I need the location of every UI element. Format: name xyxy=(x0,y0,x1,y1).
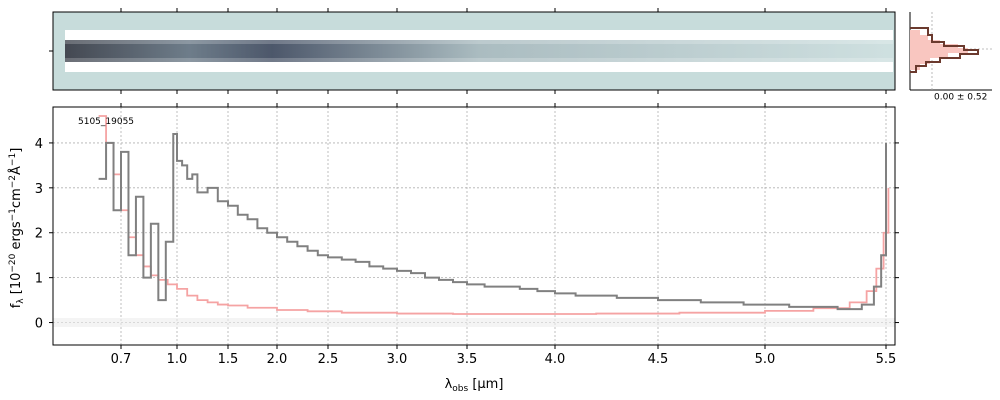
object-label: 5105_19055 xyxy=(78,117,134,127)
spectrum-2d-panel xyxy=(49,8,896,94)
x-tick-labels: 0.7 1.0 1.5 2.0 2.5 3.0 3.5 4.0 4.5 5.0 5.5 xyxy=(111,352,897,367)
profile-panel: 0.00 ± 0.52 xyxy=(909,12,992,103)
spectrum-2d-ticks xyxy=(49,8,887,94)
x-tick-label: 2.5 xyxy=(318,352,339,367)
x-tick-label: 1.5 xyxy=(218,352,239,367)
y-tick-labels: 0 1 2 3 4 xyxy=(35,137,43,332)
x-tick-label: 3.5 xyxy=(457,352,478,367)
main-ticks xyxy=(49,103,899,349)
x-tick-label: 0.7 xyxy=(111,352,132,367)
x-tick-label: 4.5 xyxy=(648,352,669,367)
x-tick-label: 1.0 xyxy=(167,352,188,367)
spectrum-1d-plot: 0.7 1.0 1.5 2.0 2.5 3.0 3.5 4.0 4.5 5.0 5.5 01234 … xyxy=(35,103,899,367)
y-tick-label: 4 xyxy=(35,137,43,152)
x-tick-label: 2.0 xyxy=(267,352,288,367)
x-tick-label: 4.0 xyxy=(545,352,566,367)
x-tick-label: 3.0 xyxy=(387,352,408,367)
series-line xyxy=(98,132,887,311)
y-tick-label: 0 xyxy=(35,317,43,332)
y-tick-label: 1 xyxy=(35,272,43,287)
series-layer xyxy=(98,115,890,315)
y-tick-label: 2 xyxy=(35,227,43,242)
y-axis-title: fλ [10−20 ergs−1cm−2Å−1] xyxy=(8,148,26,309)
series-line xyxy=(98,115,890,315)
x-tick-label: 5.5 xyxy=(876,352,897,367)
x-tick-label: 5.0 xyxy=(755,352,776,367)
y-tick-label: 3 xyxy=(35,182,43,197)
profile-label: 0.00 ± 0.52 xyxy=(934,93,987,103)
x-axis-title: λobs [μm] xyxy=(445,377,504,394)
